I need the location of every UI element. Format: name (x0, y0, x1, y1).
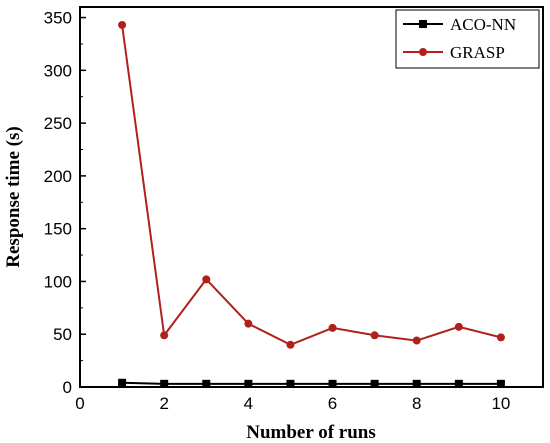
x-tick-label: 0 (75, 394, 84, 413)
data-point-aco-nn (118, 378, 127, 387)
y-tick-label: 300 (44, 61, 72, 80)
data-point-grasp (412, 336, 421, 345)
data-point-aco-nn (244, 379, 253, 388)
y-tick-label: 200 (44, 167, 72, 186)
y-tick-label: 350 (44, 9, 72, 28)
legend-box (395, 9, 540, 69)
data-point-grasp (244, 319, 253, 328)
legend-label-aco-nn: ACO-NN (450, 15, 516, 34)
series-layer (118, 20, 505, 388)
y-tick-label: 250 (44, 114, 72, 133)
data-point-aco-nn (160, 379, 169, 388)
y-tick-label: 0 (63, 378, 72, 397)
data-point-aco-nn (412, 379, 421, 388)
y-tick-label: 150 (44, 220, 72, 239)
legend-marker-aco-nn (419, 20, 427, 28)
data-point-grasp (118, 20, 127, 29)
x-tick-label: 6 (328, 394, 337, 413)
data-point-grasp (454, 322, 463, 331)
x-tick-label: 4 (244, 394, 253, 413)
series-line-grasp (121, 24, 502, 346)
data-point-grasp (202, 275, 211, 284)
data-point-grasp (328, 323, 337, 332)
data-point-aco-nn (496, 379, 505, 388)
data-point-aco-nn (286, 379, 295, 388)
y-tick-label: 100 (44, 272, 72, 291)
legend-label-grasp: GRASP (450, 43, 505, 62)
data-point-grasp (496, 333, 505, 342)
data-point-grasp (160, 331, 169, 340)
plot-frame (79, 6, 544, 388)
data-point-aco-nn (202, 379, 211, 388)
data-point-grasp (370, 331, 379, 340)
legend: ACO-NN GRASP (395, 9, 540, 69)
legend-marker-grasp (419, 48, 427, 56)
data-point-grasp (286, 340, 295, 349)
series-line-aco-nn (122, 381, 501, 385)
y-axis-title: Response time (s) (3, 126, 24, 267)
data-point-aco-nn (328, 379, 337, 388)
x-tick-label: 10 (491, 394, 510, 413)
data-point-aco-nn (370, 379, 379, 388)
y-axis: 0 50 100 150 200 250 300 350 (44, 9, 86, 397)
x-tick-label: 8 (412, 394, 421, 413)
x-axis-title: Number of runs (246, 422, 376, 443)
x-tick-label: 2 (159, 394, 168, 413)
data-point-aco-nn (454, 379, 463, 388)
y-tick-label: 50 (53, 325, 72, 344)
